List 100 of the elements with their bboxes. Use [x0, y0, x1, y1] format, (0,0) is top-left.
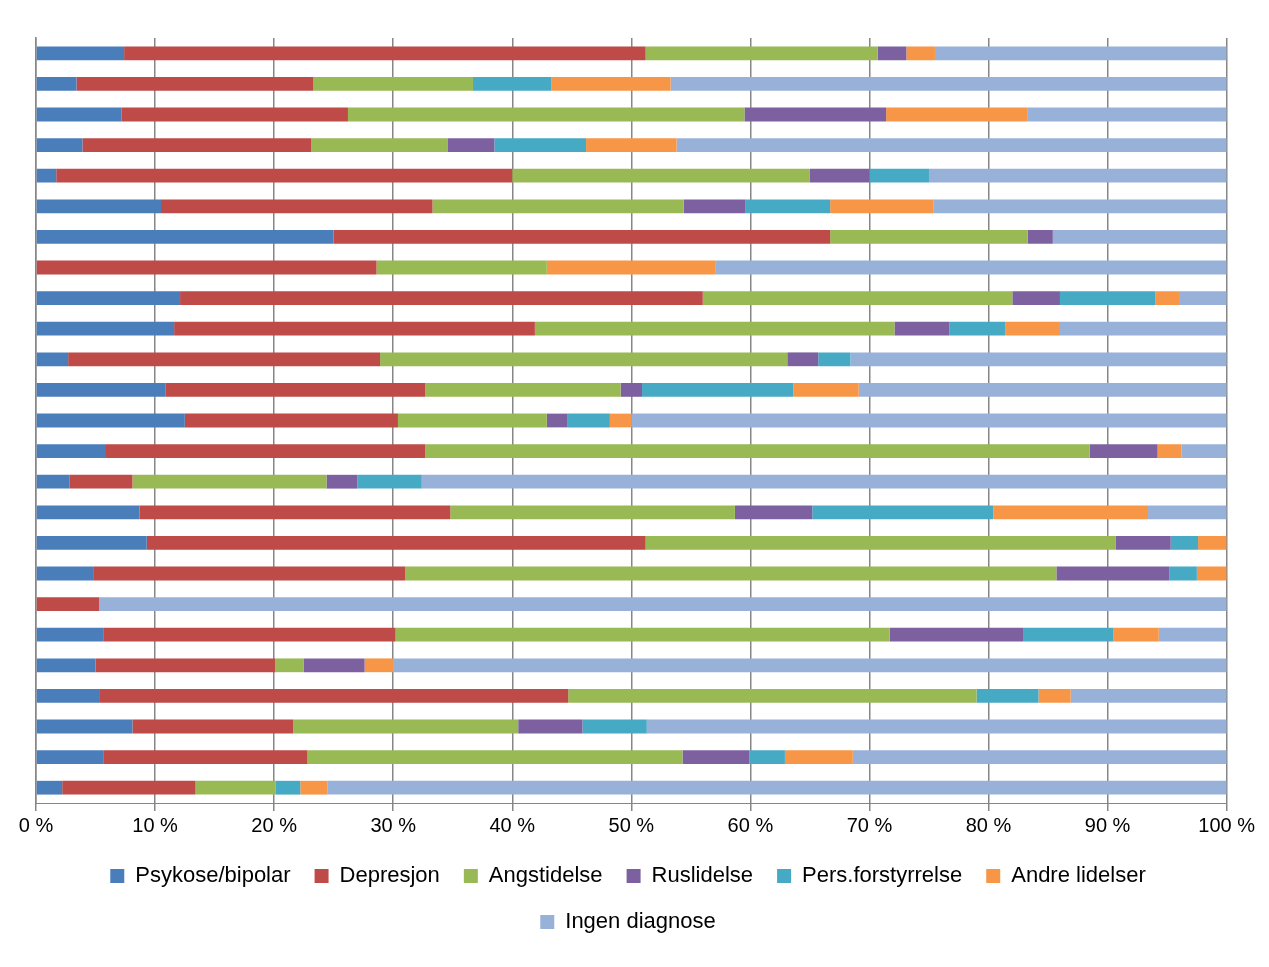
- bar: [928, 168, 1227, 183]
- bar: [36, 536, 147, 550]
- bar: [376, 260, 547, 275]
- bar: [1179, 291, 1227, 305]
- bar: [1012, 291, 1060, 305]
- bar: [894, 321, 950, 336]
- bar: [1027, 107, 1227, 122]
- bar: [36, 658, 96, 673]
- bar: [850, 352, 1227, 367]
- x-tick-label: 90 %: [1084, 813, 1131, 836]
- bar: [1148, 505, 1227, 520]
- bar: [69, 474, 133, 489]
- x-tick-label: 0 %: [18, 813, 54, 836]
- bar: [132, 474, 327, 489]
- bar: [734, 505, 813, 520]
- x-tick-label: 40 %: [489, 813, 536, 836]
- bar: [858, 383, 1227, 397]
- bar: [447, 138, 495, 152]
- bar: [347, 107, 745, 122]
- bar: [551, 77, 671, 91]
- bar: [36, 46, 125, 61]
- bar: [82, 138, 312, 152]
- bar: [546, 260, 716, 275]
- bar: [36, 168, 57, 183]
- bar: [393, 658, 1227, 673]
- bar: [631, 413, 1227, 428]
- bar: [124, 46, 646, 61]
- bar: [36, 627, 104, 642]
- bar: [184, 413, 398, 428]
- bar: [830, 230, 1028, 244]
- bar: [586, 138, 677, 152]
- x-tick-label: 100 %: [1198, 813, 1256, 836]
- bar: [36, 199, 162, 214]
- legend-label: Andre lidelser: [1011, 862, 1146, 888]
- x-tick-label: 70 %: [846, 813, 893, 836]
- bar: [645, 536, 1116, 550]
- bar: [1038, 689, 1071, 703]
- bar: [450, 505, 735, 520]
- bar: [132, 719, 294, 734]
- bar: [568, 689, 977, 703]
- bar: [36, 505, 140, 520]
- bar: [99, 689, 569, 703]
- legend-label: Depresjon: [339, 862, 440, 888]
- bar: [76, 77, 314, 91]
- bar: [582, 719, 647, 734]
- bar: [36, 719, 133, 734]
- bar: [103, 627, 396, 642]
- bar: [702, 291, 1013, 305]
- x-tick-label: 30 %: [370, 813, 417, 836]
- bar: [105, 444, 426, 458]
- bar: [745, 199, 831, 214]
- bar: [36, 689, 100, 703]
- bar: [1052, 230, 1227, 244]
- bar: [333, 230, 831, 244]
- bar: [36, 566, 94, 581]
- bar: [949, 321, 1006, 336]
- bar: [300, 780, 328, 795]
- bar: [933, 199, 1227, 214]
- bar: [818, 352, 851, 367]
- bar: [683, 199, 746, 214]
- bar: [869, 168, 929, 183]
- x-tick-label: 60 %: [727, 813, 774, 836]
- bar: [364, 658, 394, 673]
- bar: [1196, 566, 1227, 581]
- bar: [1198, 536, 1227, 550]
- bar: [36, 780, 63, 795]
- x-tick-label: 50 %: [608, 813, 655, 836]
- bar: [546, 413, 568, 428]
- bar: [1170, 536, 1199, 550]
- bar: [36, 474, 70, 489]
- bar: [56, 168, 513, 183]
- bar: [1158, 627, 1227, 642]
- bar: [395, 627, 890, 642]
- bar: [180, 291, 703, 305]
- bar: [1113, 627, 1159, 642]
- bar: [1157, 444, 1182, 458]
- bar: [36, 750, 104, 764]
- bar: [36, 260, 377, 275]
- bar: [99, 597, 1227, 611]
- bar: [36, 138, 83, 152]
- bar: [1089, 444, 1158, 458]
- bar: [36, 107, 122, 122]
- bar: [36, 444, 106, 458]
- bar: [303, 658, 365, 673]
- bar: [174, 321, 535, 336]
- bar: [397, 413, 547, 428]
- bar: [809, 168, 870, 183]
- bar: [1155, 291, 1180, 305]
- bar: [670, 77, 1227, 91]
- bar: [103, 750, 308, 764]
- bar: [425, 444, 1090, 458]
- bar: [642, 383, 794, 397]
- bar: [620, 383, 643, 397]
- bar: [95, 658, 276, 673]
- bar: [646, 719, 1227, 734]
- x-tick-label: 10 %: [132, 813, 179, 836]
- bar: [307, 750, 683, 764]
- bar: [405, 566, 1057, 581]
- legend-label: Psykose/bipolar: [135, 862, 291, 888]
- x-tick-label: 20 %: [251, 813, 298, 836]
